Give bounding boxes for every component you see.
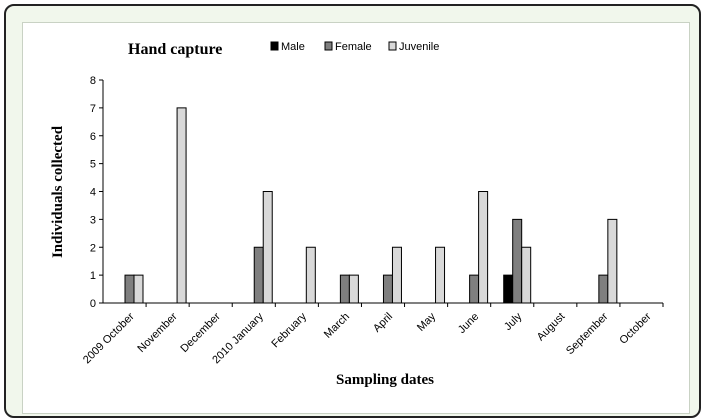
bar-juvenile: [348, 274, 359, 304]
x-tick-label: April: [371, 311, 395, 335]
x-tick-label: December: [178, 310, 223, 355]
bar-female: [512, 218, 523, 304]
bar-female: [253, 246, 264, 304]
bar-female: [382, 274, 393, 304]
x-tick-label: May: [415, 310, 439, 334]
bar-female: [469, 274, 480, 304]
y-axis-title: Individuals collected: [50, 125, 66, 258]
y-tick-label: 6: [90, 131, 96, 143]
y-tick-label: 7: [90, 103, 96, 115]
legend-swatch-female: [324, 41, 333, 51]
y-tick-label: 0: [90, 298, 96, 310]
x-tick-label: November: [135, 310, 180, 355]
bar-female: [339, 274, 350, 304]
bar-juvenile: [133, 274, 144, 304]
y-tick-label: 3: [90, 214, 96, 226]
bars: [124, 107, 618, 304]
bar-female: [124, 274, 135, 304]
legend-label-male: Male: [281, 41, 305, 53]
x-tick-label: September: [564, 310, 611, 357]
y-axis-ticks: 0 1 2 3 4 5 6 7 8: [90, 75, 103, 310]
legend-swatch-juvenile: [388, 41, 397, 51]
y-tick-label: 1: [90, 270, 96, 282]
bar-juvenile: [435, 246, 446, 304]
legend-swatch-male: [270, 41, 279, 51]
y-tick-label: 8: [90, 75, 96, 87]
bar-chart: Hand capture Male Female Juvenile 0 1 2 3 4 5 6 7…: [50, 41, 664, 388]
x-tick-label: October: [617, 310, 653, 346]
y-tick-label: 5: [90, 159, 96, 171]
bar-juvenile: [391, 246, 402, 304]
bar-juvenile: [176, 107, 187, 304]
chart-legend: Male Female Juvenile: [270, 41, 439, 53]
bar-juvenile: [262, 191, 273, 304]
bar-juvenile: [521, 246, 532, 304]
y-tick-label: 4: [90, 187, 96, 199]
bar-juvenile: [478, 191, 489, 304]
x-tick-label: August: [535, 311, 568, 344]
x-axis-title: Sampling dates: [336, 372, 434, 388]
x-tick-label: July: [502, 310, 525, 333]
legend-label-juvenile: Juvenile: [399, 41, 439, 53]
y-tick-label: 2: [90, 242, 96, 254]
x-tick-label: March: [322, 311, 352, 341]
legend-label-female: Female: [335, 41, 372, 53]
chart-panel: [22, 22, 690, 414]
bar-juvenile: [607, 218, 618, 304]
x-tick-label: June: [456, 311, 481, 336]
bar-male: [503, 274, 514, 304]
x-tick-label: February: [269, 310, 309, 350]
chart-title: Hand capture: [128, 41, 222, 58]
x-tick-label: 2009 October: [81, 310, 137, 366]
bar-juvenile: [305, 246, 316, 304]
bar-female: [598, 274, 609, 304]
